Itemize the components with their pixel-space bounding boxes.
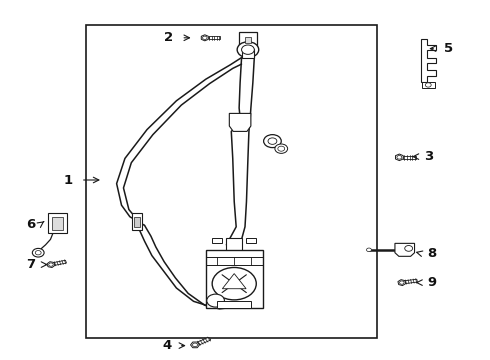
Circle shape — [405, 246, 413, 251]
Polygon shape — [197, 337, 211, 345]
Circle shape — [399, 281, 404, 284]
Bar — [52, 217, 63, 230]
Polygon shape — [222, 274, 246, 289]
Polygon shape — [201, 35, 208, 41]
Circle shape — [275, 144, 288, 153]
Circle shape — [242, 45, 254, 54]
Polygon shape — [191, 342, 199, 348]
Bar — [422, 82, 435, 88]
Circle shape — [193, 343, 197, 347]
Polygon shape — [54, 260, 67, 265]
Circle shape — [425, 83, 431, 87]
Polygon shape — [209, 36, 221, 39]
Circle shape — [32, 248, 44, 257]
Polygon shape — [47, 262, 55, 267]
Circle shape — [278, 146, 285, 151]
Circle shape — [202, 36, 207, 40]
Text: 8: 8 — [428, 247, 437, 260]
Circle shape — [212, 267, 256, 300]
Polygon shape — [206, 250, 263, 308]
Text: 9: 9 — [428, 276, 437, 289]
Polygon shape — [229, 113, 251, 131]
Circle shape — [237, 42, 259, 58]
Circle shape — [367, 248, 371, 252]
Polygon shape — [212, 238, 222, 243]
Bar — [134, 217, 140, 227]
Text: 2: 2 — [165, 31, 173, 44]
Text: 3: 3 — [424, 150, 433, 163]
Polygon shape — [398, 280, 406, 285]
Polygon shape — [405, 279, 417, 284]
Circle shape — [207, 294, 224, 307]
Bar — [86, 25, 377, 338]
Polygon shape — [403, 156, 416, 159]
Text: 6: 6 — [26, 219, 35, 231]
Polygon shape — [395, 154, 403, 161]
Text: 5: 5 — [444, 42, 453, 55]
Text: 1: 1 — [64, 174, 73, 186]
Circle shape — [49, 263, 53, 266]
Polygon shape — [395, 243, 415, 256]
Circle shape — [397, 156, 402, 159]
Circle shape — [35, 251, 41, 255]
Bar — [48, 213, 67, 233]
Bar — [242, 49, 254, 58]
Text: 7: 7 — [26, 258, 35, 271]
Bar — [245, 37, 251, 43]
Circle shape — [268, 138, 277, 144]
Bar — [239, 32, 257, 46]
Circle shape — [264, 135, 281, 148]
Text: 4: 4 — [162, 339, 171, 352]
Bar — [217, 301, 251, 308]
Polygon shape — [421, 39, 436, 82]
Polygon shape — [246, 238, 256, 243]
Bar — [132, 213, 142, 230]
Bar — [226, 238, 242, 252]
